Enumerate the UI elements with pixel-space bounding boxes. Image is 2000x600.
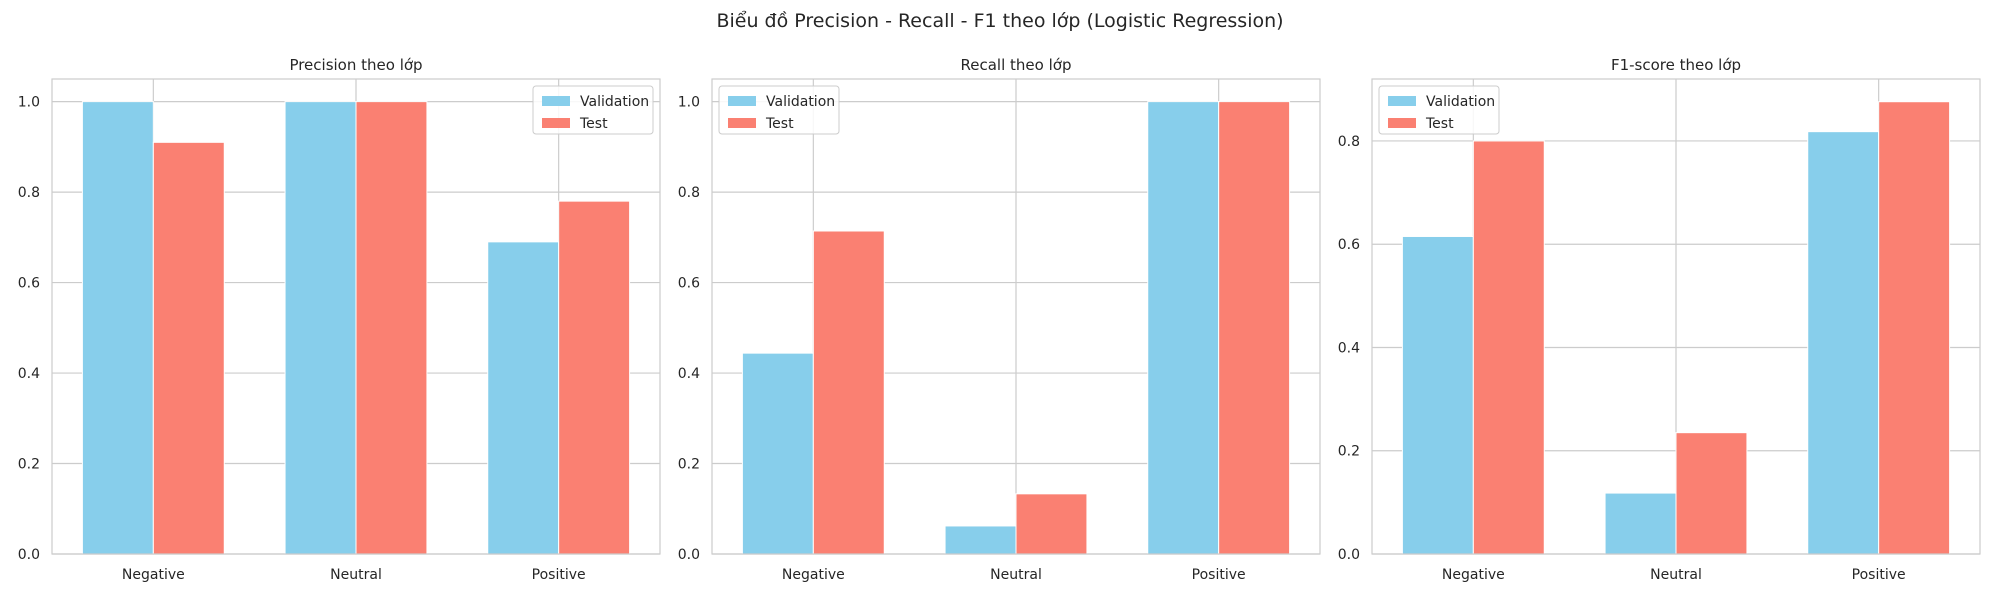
- bar-validation-positive: [1147, 101, 1220, 555]
- plot-frame: [711, 78, 1321, 555]
- legend-swatch-test: [728, 118, 756, 128]
- legend-swatch-validation: [542, 96, 570, 106]
- bar-test-neutral: [355, 101, 428, 555]
- x-tick-label: Negative: [122, 567, 185, 583]
- y-tick-label: 0.4: [678, 366, 700, 382]
- x-tick-label: Negative: [1442, 567, 1505, 583]
- bar-test-positive: [1218, 101, 1291, 555]
- y-tick-label: 0.6: [678, 276, 700, 292]
- bar-validation-negative: [1401, 235, 1474, 555]
- panel-title: Precision theo lớp: [289, 56, 422, 74]
- x-tick-label: Negative: [782, 567, 845, 583]
- bar-test-negative: [152, 141, 225, 555]
- legend-label: Test: [765, 116, 794, 132]
- figure-title: Biểu đồ Precision - Recall - F1 theo lớp…: [716, 10, 1284, 32]
- y-tick-label: 1.0: [18, 95, 40, 111]
- x-tick-label: Positive: [1852, 567, 1906, 583]
- legend: Validation Test: [532, 85, 654, 135]
- x-tick-label: Positive: [532, 567, 586, 583]
- legend-label: Validation: [1426, 94, 1495, 110]
- panel-title: Recall theo lớp: [961, 56, 1072, 74]
- y-tick-label: 0.8: [678, 185, 700, 201]
- x-tick-label: Neutral: [330, 567, 382, 583]
- bar-validation-positive: [487, 241, 560, 555]
- x-tick-label: Neutral: [1650, 567, 1702, 583]
- legend-label: Test: [579, 116, 608, 132]
- bar-validation-negative: [741, 352, 814, 555]
- bar-validation-neutral: [944, 525, 1017, 555]
- y-tick-label: 0.2: [1338, 444, 1360, 460]
- legend: Validation Test: [1378, 85, 1500, 135]
- y-tick-label: 0.0: [18, 547, 40, 563]
- bar-validation-negative: [81, 101, 154, 555]
- panel-title: F1-score theo lớp: [1611, 56, 1741, 74]
- bar-validation-neutral: [284, 101, 357, 555]
- legend-swatch-test: [1388, 118, 1416, 128]
- chart-panel-3: 0.0 0.2 0.4 0.6 0.8 Negative Neutral Positive F1…: [1338, 56, 1981, 583]
- legend-label: Validation: [580, 94, 649, 110]
- y-tick-label: 0.0: [678, 547, 700, 563]
- y-tick-label: 0.6: [18, 276, 40, 292]
- plot-frame: [51, 78, 661, 555]
- legend-label: Test: [1425, 116, 1454, 132]
- chart-panel-2: 0.0 0.2 0.4 0.6 0.8 1.0 Negative Neutral Positiv…: [678, 56, 1321, 583]
- legend-swatch-validation: [1388, 96, 1416, 106]
- bar-validation-positive: [1807, 131, 1880, 555]
- y-tick-label: 0.4: [1338, 340, 1360, 356]
- plot-frame: [1371, 78, 1981, 555]
- bar-validation-neutral: [1604, 492, 1677, 555]
- legend-swatch-test: [542, 118, 570, 128]
- y-tick-label: 0.4: [18, 366, 40, 382]
- y-tick-label: 0.8: [1338, 134, 1360, 150]
- bar-test-positive: [558, 200, 631, 555]
- y-tick-label: 0.6: [1338, 237, 1360, 253]
- bar-test-neutral: [1015, 493, 1088, 555]
- y-tick-label: 1.0: [678, 95, 700, 111]
- y-tick-label: 0.8: [18, 185, 40, 201]
- legend-label: Validation: [766, 94, 835, 110]
- y-tick-label: 0.2: [678, 457, 700, 473]
- x-tick-label: Neutral: [990, 567, 1042, 583]
- chart-panel-1: 0.0 0.2 0.4 0.6 0.8 1.0 Negative Neutral Positiv…: [18, 56, 661, 583]
- bar-test-negative: [812, 230, 885, 555]
- y-tick-label: 0.2: [18, 457, 40, 473]
- x-tick-label: Positive: [1192, 567, 1246, 583]
- legend-swatch-validation: [728, 96, 756, 106]
- bar-test-neutral: [1675, 432, 1748, 555]
- y-tick-label: 0.0: [1338, 547, 1360, 563]
- bar-test-positive: [1878, 101, 1951, 555]
- legend: Validation Test: [718, 85, 840, 135]
- bar-test-negative: [1472, 140, 1545, 555]
